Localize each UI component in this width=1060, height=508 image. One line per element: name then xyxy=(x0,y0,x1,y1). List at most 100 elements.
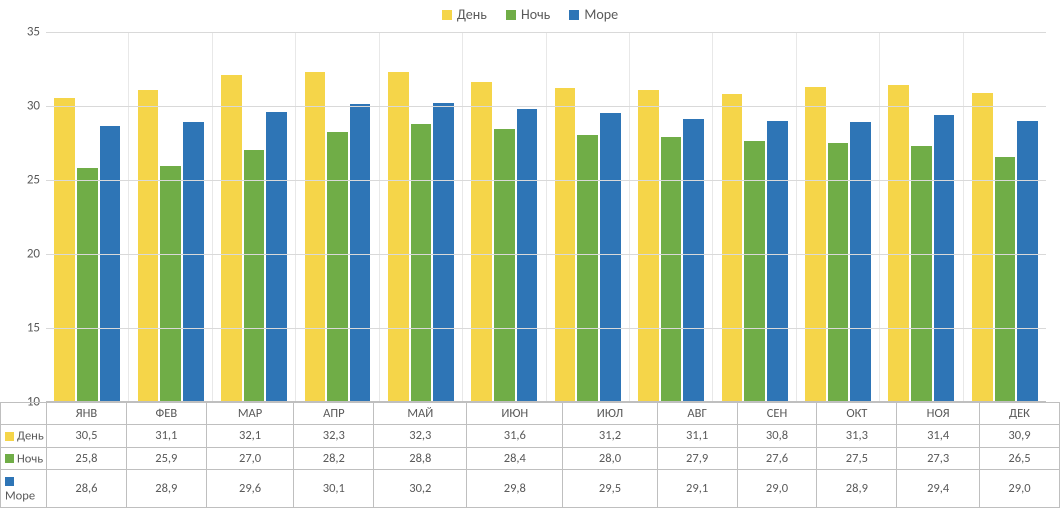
table-cell: 27,6 xyxy=(737,447,817,470)
bar xyxy=(722,94,743,401)
table-cell: 27,3 xyxy=(897,447,980,470)
plot-area: 101520253035 xyxy=(46,32,1046,402)
table-cell: 31,4 xyxy=(897,425,980,448)
table-header-cell: СЕН xyxy=(737,403,817,425)
y-tick-label: 15 xyxy=(10,321,40,336)
table-cell: 28,0 xyxy=(563,447,657,470)
bar-cluster xyxy=(638,32,704,401)
data-table: ЯНВФЕВМАРАПРМАЙИЮНИЮЛАВГСЕНОКТНОЯДЕК День… xyxy=(0,402,1060,508)
month-group xyxy=(797,32,880,401)
bar xyxy=(433,103,454,401)
table-header-cell: ОКТ xyxy=(817,403,897,425)
bar xyxy=(638,90,659,401)
bar xyxy=(972,93,993,401)
series-swatch-icon xyxy=(5,454,14,463)
gridline xyxy=(46,32,1046,33)
bar xyxy=(805,87,826,401)
table-corner-cell xyxy=(1,403,47,425)
bar xyxy=(54,98,75,401)
table-cell: 29,4 xyxy=(897,470,980,508)
bar-cluster xyxy=(388,32,454,401)
bar xyxy=(661,137,682,401)
table-cell: 28,2 xyxy=(294,447,374,470)
table-header-cell: АВГ xyxy=(657,403,737,425)
table-row-head: Море xyxy=(1,470,47,508)
table-header-cell: МАР xyxy=(206,403,294,425)
bar xyxy=(995,157,1016,401)
series-label: День xyxy=(17,429,44,444)
bar xyxy=(850,122,871,401)
table-header-row: ЯНВФЕВМАРАПРМАЙИЮНИЮЛАВГСЕНОКТНОЯДЕК xyxy=(1,403,1060,425)
bar-cluster xyxy=(138,32,204,401)
table-header-cell: ДЕК xyxy=(979,403,1059,425)
legend-swatch-sea xyxy=(569,10,579,20)
table-cell: 30,5 xyxy=(47,425,127,448)
legend-item-sea: Море xyxy=(569,6,618,23)
month-group xyxy=(129,32,212,401)
bar-cluster xyxy=(305,32,371,401)
table-cell: 25,9 xyxy=(126,447,206,470)
bar xyxy=(388,72,409,401)
table-cell: 29,8 xyxy=(467,470,563,508)
table-cell: 29,0 xyxy=(979,470,1059,508)
bar xyxy=(934,115,955,401)
table-cell: 31,1 xyxy=(657,425,737,448)
table-cell: 27,5 xyxy=(817,447,897,470)
gridline xyxy=(46,328,1046,329)
bar-cluster xyxy=(555,32,621,401)
table-cell: 30,1 xyxy=(294,470,374,508)
table-header-cell: АПР xyxy=(294,403,374,425)
bar-cluster xyxy=(972,32,1038,401)
bar-cluster xyxy=(54,32,120,401)
bar xyxy=(266,112,287,401)
y-tick-label: 35 xyxy=(10,25,40,40)
legend-item-day: День xyxy=(442,6,487,23)
bar xyxy=(138,90,159,401)
bar xyxy=(350,104,371,401)
gridline xyxy=(46,106,1046,107)
table-header-cell: МАЙ xyxy=(374,403,467,425)
month-group xyxy=(964,32,1046,401)
legend: День Ночь Море xyxy=(0,6,1060,24)
legend-label-day: День xyxy=(457,6,487,23)
bar xyxy=(160,166,181,401)
bar xyxy=(100,126,121,401)
bar xyxy=(683,119,704,401)
table-cell: 26,5 xyxy=(979,447,1059,470)
series-swatch-icon xyxy=(5,432,14,441)
table-cell: 28,4 xyxy=(467,447,563,470)
table-cell: 27,9 xyxy=(657,447,737,470)
bar xyxy=(471,82,492,401)
table-row: Море28,628,929,630,130,229,829,529,129,0… xyxy=(1,470,1060,508)
table-header-cell: НОЯ xyxy=(897,403,980,425)
table-cell: 31,2 xyxy=(563,425,657,448)
gridline xyxy=(46,180,1046,181)
table-cell: 30,8 xyxy=(737,425,817,448)
bar xyxy=(183,122,204,401)
bar-cluster xyxy=(221,32,287,401)
y-tick-label: 30 xyxy=(10,99,40,114)
bar xyxy=(555,88,576,401)
table-cell: 32,1 xyxy=(206,425,294,448)
month-group xyxy=(380,32,463,401)
table-cell: 28,9 xyxy=(817,470,897,508)
y-tick-label: 20 xyxy=(10,247,40,262)
table-header-cell: ЯНВ xyxy=(47,403,127,425)
bars-container xyxy=(46,32,1046,401)
month-group xyxy=(713,32,796,401)
month-group xyxy=(296,32,379,401)
table-header-cell: ФЕВ xyxy=(126,403,206,425)
gridline xyxy=(46,254,1046,255)
month-group xyxy=(630,32,713,401)
bar xyxy=(600,113,621,401)
table-row: День30,531,132,132,332,331,631,231,130,8… xyxy=(1,425,1060,448)
month-group xyxy=(463,32,546,401)
bar xyxy=(244,150,265,401)
bar xyxy=(494,129,515,401)
bar-cluster xyxy=(722,32,788,401)
series-swatch-icon xyxy=(5,477,14,486)
table-cell: 28,6 xyxy=(47,470,127,508)
legend-label-night: Ночь xyxy=(521,6,550,23)
table-cell: 29,6 xyxy=(206,470,294,508)
temperature-chart: День Ночь Море 101520253035 ЯНВФЕВМАРАПР… xyxy=(0,0,1060,502)
